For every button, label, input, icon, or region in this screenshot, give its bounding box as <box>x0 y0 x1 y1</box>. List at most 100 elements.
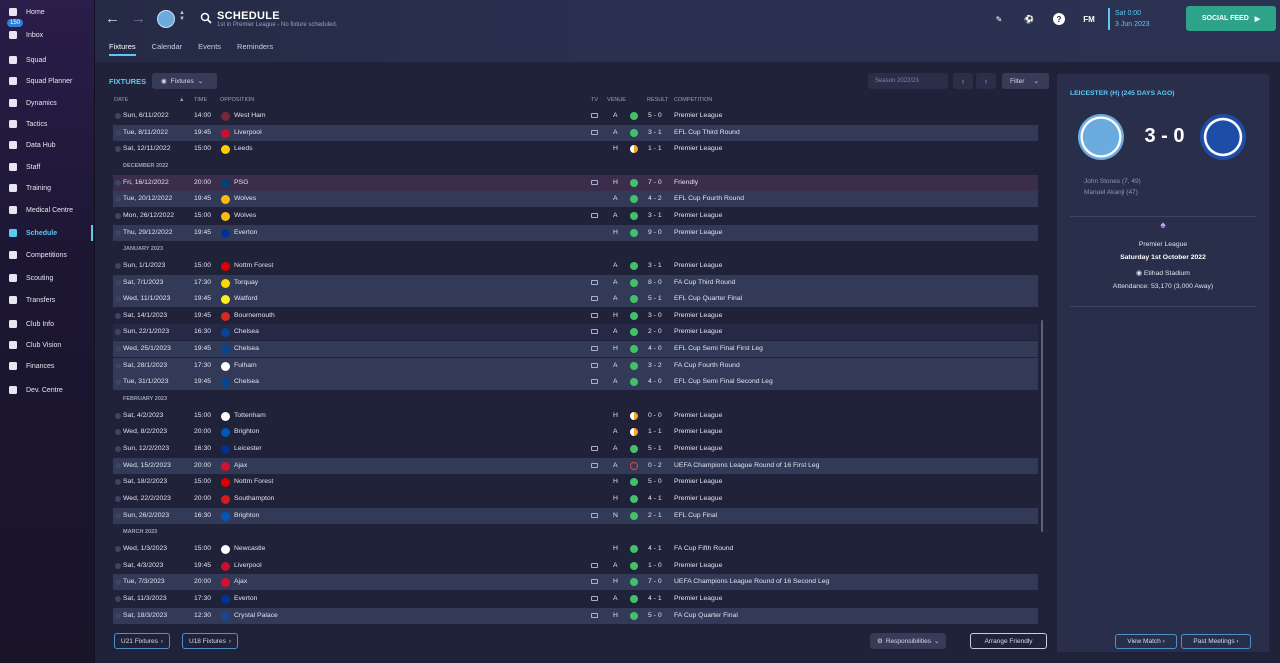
view-match-button[interactable]: View Match › <box>1115 634 1177 649</box>
prev-season-button[interactable]: ‹ <box>953 73 973 89</box>
result-win-icon <box>630 328 638 337</box>
table-row[interactable]: Sat, 18/3/2023 12:30 Crystal Palace H 5 - 0 F… <box>113 607 1038 624</box>
sidebar-item-label: Dynamics <box>26 99 57 107</box>
table-row[interactable]: Sat, 12/11/2022 15:00 Leeds H 1 - 1 Premier L… <box>113 141 1038 157</box>
table-row[interactable]: Wed, 25/1/2023 19:45 Chelsea H 4 - 0 EFL Cup … <box>113 341 1038 358</box>
forward-arrow-icon[interactable]: → <box>131 10 146 27</box>
game-date[interactable]: Sat 0:00 3 Jun 2023 <box>1108 8 1150 30</box>
sidebar-item-transfers[interactable]: Transfers <box>0 290 95 310</box>
table-row[interactable]: Wed, 22/2/2023 20:00 Southampton H 4 - 1 Prem… <box>113 491 1038 507</box>
sidebar-item-finances[interactable]: Finances <box>0 356 95 376</box>
table-row[interactable]: Sat, 11/3/2023 17:30 Everton A 4 - 1 Premier … <box>113 591 1038 607</box>
sidebar-item-data-hub[interactable]: Data Hub <box>0 135 95 155</box>
sidebar-item-home[interactable]: Home <box>0 2 95 22</box>
fm-logo[interactable]: FM <box>1083 14 1095 24</box>
social-feed-button[interactable]: SOCIAL FEED ▶ <box>1186 6 1276 31</box>
table-row[interactable]: Tue, 7/3/2023 20:00 Ajax H 7 - 0 UEFA Champio… <box>113 574 1038 591</box>
sidebar-item-squad[interactable]: Squad <box>0 50 95 70</box>
table-row[interactable]: Sun, 12/2/2023 16:30 Leicester A 5 - 1 Premie… <box>113 441 1038 457</box>
tab-calendar[interactable]: Calendar <box>151 42 183 51</box>
table-row[interactable]: Sun, 26/2/2023 16:30 Brighton N 2 - 1 EFL Cup… <box>113 507 1038 524</box>
sidebar-item-competitions[interactable]: Competitions <box>0 245 95 265</box>
chevron-right-icon: › <box>160 637 164 645</box>
sort-asc-icon[interactable]: ▲ <box>179 97 185 103</box>
sidebar-item-dev-centre[interactable]: Dev. Centre <box>0 380 95 400</box>
sidebar-item-dynamics[interactable]: Dynamics <box>0 93 95 113</box>
table-row[interactable]: Wed, 11/1/2023 19:45 Watford A 5 - 1 EFL Cup … <box>113 291 1038 308</box>
scrollbar[interactable] <box>1041 320 1043 532</box>
table-row[interactable]: Wed, 1/3/2023 15:00 Newcastle H 4 - 1 FA Cup … <box>113 541 1038 557</box>
sidebar-item-staff[interactable]: Staff <box>0 157 95 177</box>
sidebar-item-scouting[interactable]: Scouting <box>0 268 95 288</box>
table-row[interactable]: Sat, 14/1/2023 19:45 Bournemouth H 3 - 0 Prem… <box>113 308 1038 324</box>
help-icon[interactable]: ? <box>1053 13 1065 25</box>
table-header: DATE ▲ TIME OPPOSITION TV VENUE RESULT C… <box>113 95 1038 107</box>
col-result[interactable]: RESULT <box>647 97 669 103</box>
sidebar-item-schedule[interactable]: Schedule <box>0 223 95 243</box>
col-time[interactable]: TIME <box>194 97 208 103</box>
arrange-friendly-button[interactable]: Arrange Friendly <box>970 633 1047 649</box>
col-competition[interactable]: COMPETITION <box>674 97 713 103</box>
u21-fixtures-button[interactable]: U21 Fixtures › <box>114 633 171 649</box>
sidebar-item-inbox[interactable]: 150 Inbox <box>0 19 95 45</box>
table-row[interactable]: Sat, 28/1/2023 17:30 Fulham A 3 - 2 FA Cup Fo… <box>113 357 1038 374</box>
sidebar-item-club-info[interactable]: Club Info <box>0 314 95 334</box>
table-row[interactable]: Sat, 7/1/2023 17:30 Torquay A 8 - 0 FA Cup Th… <box>113 274 1038 291</box>
table-row[interactable]: Sat, 18/2/2023 15:00 Nottm Forest H 5 - 0 Pre… <box>113 474 1038 490</box>
tv-icon <box>591 379 598 385</box>
ball-icon[interactable]: ⚽ <box>1024 14 1034 24</box>
pencil-icon[interactable]: ✎ <box>995 14 1003 24</box>
chevron-right-icon: › <box>1236 638 1239 645</box>
club-switch-icon[interactable]: ▲ ▼ <box>179 10 185 22</box>
sidebar-item-training[interactable]: Training <box>0 178 95 198</box>
season-dropdown[interactable]: Season 2022/23 <box>868 73 948 89</box>
table-row[interactable]: Sun, 22/1/2023 16:30 Chelsea A 2 - 0 Premier … <box>113 324 1038 341</box>
home-team-crest-icon[interactable] <box>1078 114 1124 160</box>
sidebar-item-label: Squad Planner <box>26 77 73 85</box>
sidebar-item-squad-planner[interactable]: Squad Planner <box>0 71 95 91</box>
fixture-date: Wed, 8/2/2023 <box>123 428 168 436</box>
table-row[interactable]: Fri, 16/12/2022 20:00 PSG H 7 - 0 Friendly <box>113 174 1038 191</box>
table-row[interactable]: Tue, 20/12/2022 19:45 Wolves A 4 - 2 EFL Cup … <box>113 191 1038 208</box>
fixtures-dropdown[interactable]: ◉ Fixtures ⌄ <box>152 73 217 89</box>
row-status-icon <box>115 113 121 119</box>
table-row[interactable]: Wed, 15/2/2023 20:00 Ajax A 0 - 2 UEFA Champi… <box>113 457 1038 474</box>
tab-fixtures[interactable]: Fixtures <box>109 42 136 56</box>
table-row[interactable]: Tue, 8/11/2022 19:45 Liverpool A 3 - 1 EFL Cu… <box>113 124 1038 141</box>
table-row[interactable]: Thu, 29/12/2022 19:45 Everton H 9 - 0 Premier… <box>113 224 1038 241</box>
opponent-crest-icon <box>221 278 230 288</box>
table-row[interactable]: Wed, 8/2/2023 20:00 Brighton A 1 - 1 Premier … <box>113 424 1038 440</box>
table-row[interactable]: Tue, 31/1/2023 19:45 Chelsea A 4 - 0 EFL Cup … <box>113 374 1038 391</box>
past-meetings-button[interactable]: Past Meetings › <box>1181 634 1251 649</box>
u18-fixtures-button[interactable]: U18 Fixtures › <box>182 633 239 649</box>
table-row[interactable]: Mon, 26/12/2022 15:00 Wolves A 3 - 1 Premier … <box>113 208 1038 224</box>
tab-reminders[interactable]: Reminders <box>237 42 274 51</box>
next-season-button[interactable]: › <box>976 73 996 89</box>
fixtures-title: FIXTURES <box>109 77 147 86</box>
table-row[interactable]: Sat, 4/3/2023 19:45 Liverpool A 1 - 0 Premier… <box>113 558 1038 574</box>
club-crest-icon[interactable] <box>157 10 175 28</box>
table-row[interactable]: Sat, 4/2/2023 15:00 Tottenham H 0 - 0 Premier… <box>113 408 1038 424</box>
transfers-icon <box>8 295 18 305</box>
row-status-icon <box>115 262 121 269</box>
fixture-venue: A <box>613 445 618 452</box>
filter-button[interactable]: Filter ⌄ <box>1002 73 1049 89</box>
sidebar-item-club-vision[interactable]: Club Vision <box>0 335 95 355</box>
search-icon[interactable] <box>200 12 212 24</box>
col-venue[interactable]: VENUE <box>607 97 626 103</box>
away-team-crest-icon[interactable] <box>1200 114 1246 160</box>
tab-events[interactable]: Events <box>198 42 222 51</box>
col-opposition[interactable]: OPPOSITION <box>220 97 255 103</box>
table-row[interactable]: Sun, 1/1/2023 15:00 Nottm Forest A 3 - 1 Prem… <box>113 258 1038 274</box>
sidebar-item-medical-centre[interactable]: Medical Centre <box>0 200 95 220</box>
fixture-venue: A <box>613 195 618 203</box>
table-row[interactable]: Sun, 6/11/2022 14:00 West Ham A 5 - 0 Premier… <box>113 108 1038 124</box>
sidebar-item-tactics[interactable]: Tactics <box>0 114 95 134</box>
responsibilities-button[interactable]: ⚙ Responsibilities ⌄ <box>870 633 947 649</box>
back-arrow-icon[interactable]: ← <box>105 10 120 27</box>
fixture-venue: A <box>613 128 618 136</box>
home-icon <box>8 7 18 17</box>
col-tv[interactable]: TV <box>591 97 599 103</box>
col-date[interactable]: DATE <box>114 97 129 103</box>
tv-icon <box>591 562 598 568</box>
